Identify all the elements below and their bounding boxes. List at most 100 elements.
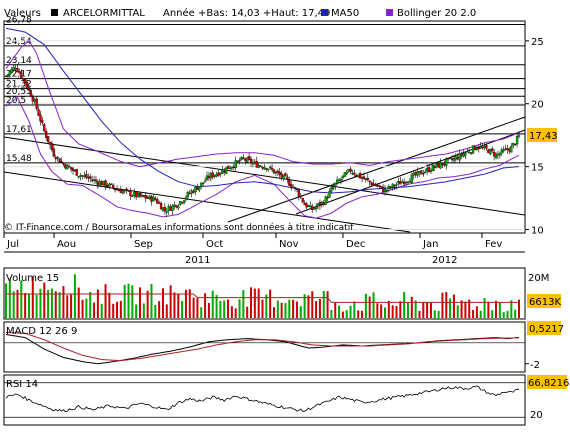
candle-body <box>429 170 433 172</box>
candle-body <box>136 193 140 197</box>
candle-body <box>104 180 107 187</box>
volume-bar <box>173 292 176 318</box>
candle-body <box>458 153 461 161</box>
candle-body <box>351 172 354 175</box>
candle-body <box>399 180 402 185</box>
volume-bar <box>253 288 256 318</box>
volume-bar <box>200 307 203 318</box>
candle-body <box>341 175 345 178</box>
bollinger-legend-swatch <box>386 9 393 16</box>
volume-bar <box>475 306 478 318</box>
volume-bar <box>449 298 452 318</box>
candle-body <box>307 205 310 208</box>
volume-bar <box>100 303 103 318</box>
candle-body <box>274 171 278 174</box>
volume-badge-bg <box>527 294 561 308</box>
candle-body <box>165 211 168 213</box>
volume-bar <box>437 310 440 318</box>
macd-last-badge: 0,5217 <box>529 324 564 335</box>
candle-body <box>389 186 392 189</box>
candle-body <box>33 99 36 102</box>
candle-body <box>326 197 329 199</box>
candle-body <box>163 206 167 212</box>
candle-body <box>75 168 78 176</box>
candle-body <box>464 152 467 156</box>
candle-body <box>249 158 253 164</box>
candle-body <box>406 181 410 184</box>
candle-body <box>87 176 90 179</box>
volume-bar <box>429 302 432 318</box>
candle-body <box>138 192 142 197</box>
candle-body <box>370 182 373 186</box>
volume-bar <box>142 303 145 318</box>
candle-body <box>439 162 442 169</box>
candle-body <box>305 203 308 208</box>
volume-bar <box>315 301 318 318</box>
volume-bar <box>303 294 306 318</box>
volume-bar <box>158 301 161 318</box>
candle-body <box>188 192 191 195</box>
candle-body <box>68 165 71 168</box>
candle-body <box>108 183 111 188</box>
candle-body <box>175 205 178 208</box>
candle-body <box>257 164 260 168</box>
candle-body <box>180 202 184 204</box>
volume-bar <box>460 300 463 318</box>
candle-body <box>43 124 46 132</box>
volume-bar <box>307 295 310 318</box>
volume-bar <box>8 279 11 318</box>
candle-body <box>330 187 333 192</box>
candle-body <box>182 200 186 204</box>
volume-bar <box>215 295 218 318</box>
candle-body <box>224 167 228 174</box>
last-price-badge-bg <box>527 128 557 142</box>
month-label: Oct <box>206 239 223 250</box>
volume-bar <box>89 291 92 318</box>
volume-bar <box>376 303 379 318</box>
candle-body <box>251 162 255 165</box>
volume-bar <box>234 308 237 318</box>
candle-body <box>62 163 65 165</box>
candle-body <box>282 174 285 180</box>
candle-body <box>316 203 320 207</box>
trend-line-lower-falling <box>3 171 411 233</box>
candle-body <box>357 174 360 178</box>
volume-bar <box>472 309 475 318</box>
candle-body <box>150 196 153 202</box>
volume-bar <box>495 300 498 318</box>
candle-body <box>20 71 23 79</box>
candle-body <box>96 181 100 185</box>
candle-body <box>314 206 318 209</box>
candle-body <box>481 147 484 149</box>
candle-body <box>159 203 163 210</box>
candle-body <box>211 172 214 178</box>
candle-body <box>94 179 98 182</box>
candle-body <box>31 96 34 102</box>
candle-body <box>448 157 452 159</box>
candle-body <box>269 166 272 169</box>
candle-body <box>471 145 475 154</box>
candle-body <box>35 98 38 109</box>
candle-body <box>58 158 61 163</box>
candle-body <box>205 175 209 181</box>
candle-body <box>207 175 211 179</box>
candle-body <box>466 150 469 153</box>
candle-body <box>380 185 383 188</box>
candle-body <box>117 189 121 192</box>
candle-body <box>295 188 299 190</box>
candle-body <box>83 175 86 177</box>
volume-bar <box>20 280 23 318</box>
candle-body <box>334 182 337 187</box>
volume-bar <box>338 305 341 318</box>
volume-bar <box>93 302 96 318</box>
price-axis-label: 25 <box>531 37 544 48</box>
year-range-text: Année +Bas: 14,03 +Haut: 17,49 <box>163 7 330 19</box>
candle-body <box>487 149 490 154</box>
volume-bar <box>406 302 409 318</box>
candle-body <box>473 146 477 151</box>
volume-bar <box>464 301 467 318</box>
candle-body <box>81 175 84 177</box>
candle-body <box>291 186 295 189</box>
candle-body <box>498 153 502 156</box>
